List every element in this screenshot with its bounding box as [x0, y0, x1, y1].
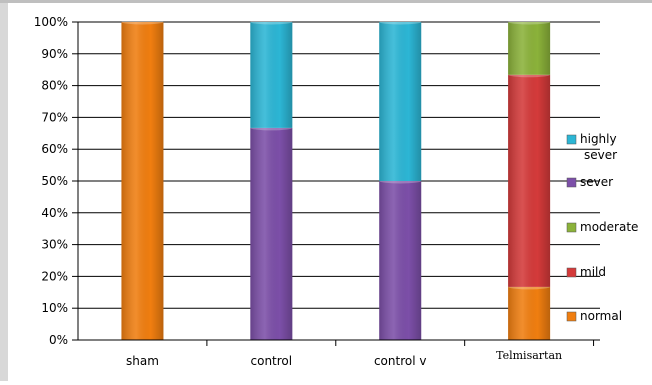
legend-swatch: [566, 311, 577, 322]
legend-item-normal: normal: [566, 309, 622, 323]
y-tick-label: 0%: [49, 333, 68, 347]
legend: highly sever sever moderate mild normal: [566, 132, 638, 323]
y-tick-label: 100%: [34, 15, 68, 29]
bar-segment-normal: [121, 19, 164, 340]
y-tick-label: 80%: [41, 79, 68, 93]
legend-label: moderate: [580, 220, 638, 234]
bar-segment-highly-sever: [250, 19, 293, 128]
x-tick-label: Telmisartan: [496, 349, 562, 362]
y-tick-label: 50%: [41, 174, 68, 188]
bar-segment-mild: [508, 72, 551, 287]
legend-item-sever: sever: [566, 175, 613, 189]
bar-segment-sever: [379, 178, 422, 340]
y-tick-label: 30%: [41, 238, 68, 252]
bar-segment-normal: [508, 284, 551, 340]
y-tick-label: 20%: [41, 269, 68, 283]
y-tick-label: 40%: [41, 206, 68, 220]
left-border: [0, 0, 8, 381]
x-tick-label: control: [251, 354, 293, 368]
legend-label: sever: [580, 175, 613, 189]
legend-swatch: [566, 222, 577, 233]
bar-segment-moderate: [508, 19, 551, 75]
x-axis: sham control control v Telmisartan: [78, 339, 600, 368]
y-tick-label: 60%: [41, 142, 68, 156]
legend-swatch: [566, 134, 577, 145]
legend-label: highly sever: [580, 132, 617, 162]
legend-label: mild: [580, 265, 606, 279]
legend-swatch: [566, 267, 577, 278]
y-axis: 0% 10% 20% 30% 40% 50% 60% 70% 80% 90% 100%: [34, 15, 79, 347]
legend-swatch: [566, 177, 577, 188]
x-tick-label: control v: [374, 354, 427, 368]
y-tick-label: 10%: [41, 301, 68, 315]
y-tick-label: 90%: [41, 47, 68, 61]
top-border: [0, 0, 652, 3]
legend-label: normal: [580, 309, 622, 323]
bar-segment-highly-sever: [379, 19, 422, 181]
x-tick-label: sham: [126, 354, 159, 368]
y-tick-label: 70%: [41, 110, 68, 124]
bars: [121, 19, 551, 340]
bar-segment-sever: [250, 125, 293, 340]
legend-item-mild: mild: [566, 265, 606, 279]
legend-item-highly-sever: highly sever: [566, 132, 617, 162]
legend-item-moderate: moderate: [566, 220, 638, 234]
